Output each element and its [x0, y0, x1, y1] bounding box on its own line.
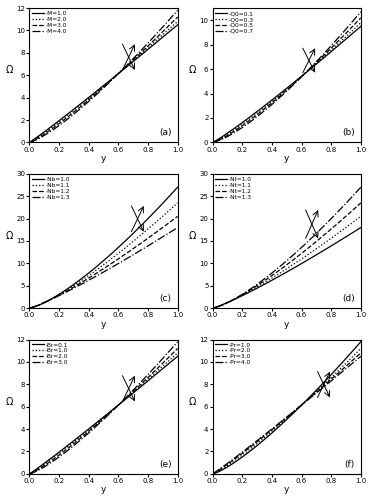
Legend: -Q0=0.1, -Q0=0.3, -Q0=0.5, -Q0=0.7: -Q0=0.1, -Q0=0.3, -Q0=0.5, -Q0=0.7: [214, 10, 255, 35]
Text: (f): (f): [344, 460, 355, 468]
Y-axis label: Ω: Ω: [189, 231, 196, 241]
X-axis label: y: y: [284, 154, 289, 163]
Y-axis label: Ω: Ω: [189, 396, 196, 406]
Text: (c): (c): [160, 294, 171, 303]
Legend: -M=1.0, -M=2.0, -M=3.0, -M=4.0: -M=1.0, -M=2.0, -M=3.0, -M=4.0: [31, 10, 68, 35]
Y-axis label: Ω: Ω: [6, 396, 13, 406]
Legend: -Pr=1.0, -Pr=2.0, -Pr=3.0, -Pr=4.0: -Pr=1.0, -Pr=2.0, -Pr=3.0, -Pr=4.0: [214, 342, 252, 366]
X-axis label: y: y: [101, 320, 106, 328]
Text: (a): (a): [159, 128, 171, 137]
X-axis label: y: y: [101, 154, 106, 163]
Y-axis label: Ω: Ω: [6, 231, 13, 241]
Legend: -Nb=1.0, -Nb=1.1, -Nb=1.2, -Nb=1.3: -Nb=1.0, -Nb=1.1, -Nb=1.2, -Nb=1.3: [31, 176, 71, 201]
Text: (d): (d): [342, 294, 355, 303]
Text: (e): (e): [159, 460, 171, 468]
Text: (b): (b): [342, 128, 355, 137]
X-axis label: y: y: [101, 486, 106, 494]
Y-axis label: Ω: Ω: [6, 65, 13, 75]
X-axis label: y: y: [284, 486, 289, 494]
Legend: -Nt=1.0, -Nt=1.1, -Nt=1.2, -Nt=1.3: -Nt=1.0, -Nt=1.1, -Nt=1.2, -Nt=1.3: [214, 176, 253, 201]
Legend: -Br=0.1, -Br=1.0, -Br=2.0, -Br=3.0: -Br=0.1, -Br=1.0, -Br=2.0, -Br=3.0: [31, 342, 69, 366]
X-axis label: y: y: [284, 320, 289, 328]
Y-axis label: Ω: Ω: [189, 65, 196, 75]
